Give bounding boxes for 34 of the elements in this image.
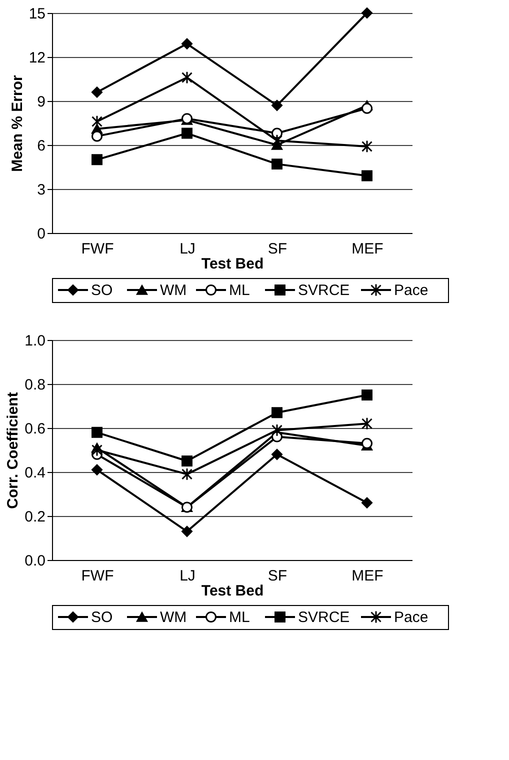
y-tick-label: 9 [37,94,46,110]
x-tick-label: SF [268,568,288,584]
x-tick-label: FWF [81,240,114,258]
y-tick-label: 3 [37,182,46,198]
legend-label: WM [160,282,187,299]
x-axis-title: Test Bed [201,256,264,272]
y-tick-label: 0.8 [24,376,46,394]
legend-label: SO [91,609,113,626]
y-tick-label: 12 [28,50,46,66]
legend-label: ML [229,609,250,626]
legend-label: SO [91,282,113,299]
legend-label: SVRCE [298,282,350,299]
legend-label: WM [160,609,187,626]
y-tick-label: 1.0 [24,332,46,350]
x-tick-label: LJ [180,568,196,584]
y-tick-label: 0 [37,226,46,242]
x-axis-title: Test Bed [201,582,264,600]
legend-label: Pace [394,609,428,626]
y-tick-label: 0.0 [24,552,46,570]
legend-label: Pace [394,282,428,299]
x-tick-label: MEF [352,240,384,258]
y-tick-label: 0.6 [24,420,46,438]
x-tick-label: SF [268,240,288,258]
y-tick-label: 15 [28,6,46,22]
x-tick-label: LJ [180,240,196,258]
y-tick-label: 0.4 [24,464,46,482]
legend-label: ML [229,282,250,299]
y-axis-title: Corr. Coefficient [4,392,22,509]
y-tick-label: 0.2 [24,508,46,526]
y-axis-title: Mean % Error [8,74,26,172]
legend-label: SVRCE [298,609,350,626]
x-tick-label: FWF [81,568,114,584]
y-tick-label: 6 [37,138,46,154]
x-tick-label: MEF [352,568,384,584]
